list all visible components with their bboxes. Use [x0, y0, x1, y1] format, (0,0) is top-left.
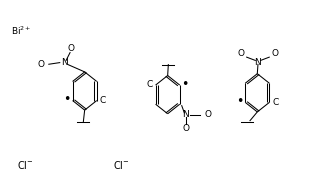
Text: O: O: [182, 124, 189, 133]
Text: C: C: [272, 98, 279, 107]
Text: •: •: [181, 78, 189, 91]
Text: •: •: [236, 95, 244, 108]
Text: N: N: [61, 58, 67, 67]
Text: O: O: [237, 49, 244, 58]
Text: O: O: [37, 60, 44, 69]
Text: N: N: [255, 58, 261, 67]
Text: C: C: [146, 80, 153, 89]
Text: Cl$^{-}$: Cl$^{-}$: [17, 159, 33, 171]
Text: O: O: [68, 44, 75, 53]
Text: Bi$^{2+}$: Bi$^{2+}$: [11, 25, 31, 37]
Text: •: •: [64, 93, 71, 106]
Text: O: O: [272, 49, 279, 58]
Text: N: N: [182, 110, 189, 119]
Text: O: O: [205, 110, 211, 119]
Text: C: C: [100, 96, 106, 105]
Text: Cl$^{-}$: Cl$^{-}$: [113, 159, 129, 171]
